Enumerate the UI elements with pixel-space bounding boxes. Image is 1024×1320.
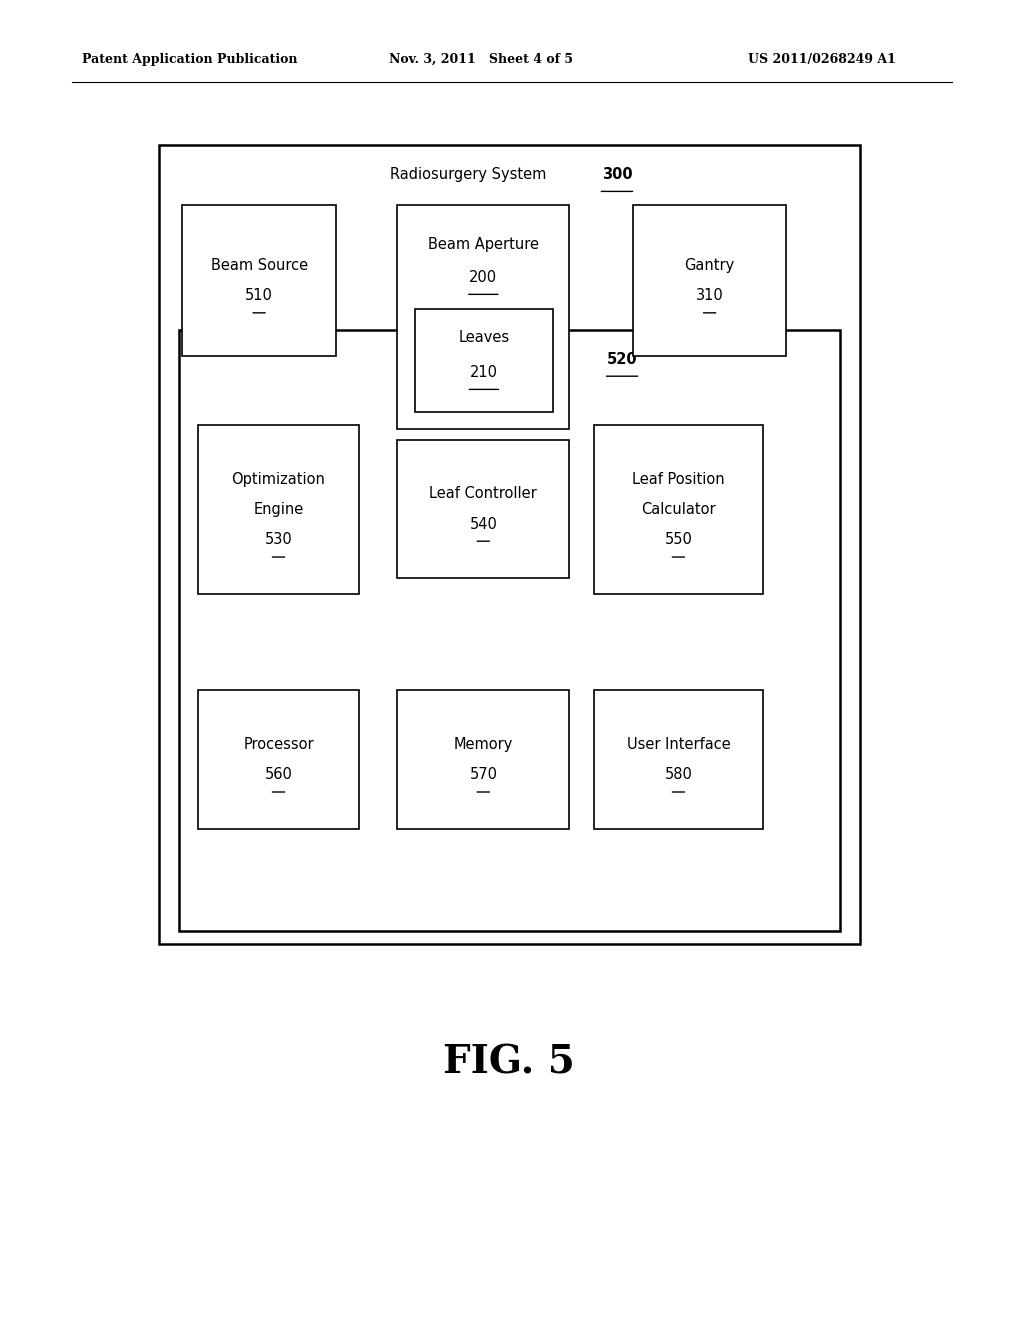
FancyBboxPatch shape: [594, 425, 763, 594]
FancyBboxPatch shape: [179, 330, 840, 931]
Text: 310: 310: [695, 288, 724, 304]
FancyBboxPatch shape: [182, 205, 336, 356]
Text: 550: 550: [665, 532, 692, 548]
FancyBboxPatch shape: [159, 145, 860, 944]
Text: Gantry: Gantry: [684, 257, 735, 273]
Text: Memory: Memory: [454, 737, 513, 752]
Text: 530: 530: [264, 532, 293, 548]
FancyBboxPatch shape: [633, 205, 786, 356]
Text: Beam Aperture: Beam Aperture: [428, 236, 539, 252]
Text: Radiosurgery System: Radiosurgery System: [390, 166, 547, 182]
Text: 580: 580: [665, 767, 692, 783]
Text: 210: 210: [470, 364, 498, 380]
Text: 200: 200: [469, 269, 498, 285]
Text: Computing Device: Computing Device: [401, 351, 536, 367]
Text: Optimization: Optimization: [231, 471, 326, 487]
FancyBboxPatch shape: [397, 205, 569, 429]
Text: Engine: Engine: [253, 502, 304, 517]
Text: FIG. 5: FIG. 5: [443, 1044, 574, 1081]
Text: Beam Source: Beam Source: [211, 257, 307, 273]
Text: 510: 510: [245, 288, 273, 304]
Text: Leaf Controller: Leaf Controller: [429, 486, 538, 502]
Text: US 2011/0268249 A1: US 2011/0268249 A1: [748, 53, 895, 66]
Text: 540: 540: [469, 516, 498, 532]
FancyBboxPatch shape: [198, 690, 359, 829]
Text: 560: 560: [264, 767, 293, 783]
Text: Leaf Position: Leaf Position: [632, 471, 725, 487]
FancyBboxPatch shape: [415, 309, 553, 412]
FancyBboxPatch shape: [594, 690, 763, 829]
Text: Processor: Processor: [244, 737, 313, 752]
FancyBboxPatch shape: [397, 690, 569, 829]
Text: Nov. 3, 2011   Sheet 4 of 5: Nov. 3, 2011 Sheet 4 of 5: [389, 53, 573, 66]
Text: Calculator: Calculator: [641, 502, 716, 517]
Text: 570: 570: [469, 767, 498, 783]
Text: User Interface: User Interface: [627, 737, 730, 752]
Text: 300: 300: [602, 166, 632, 182]
FancyBboxPatch shape: [397, 440, 569, 578]
Text: Patent Application Publication: Patent Application Publication: [82, 53, 297, 66]
Text: Leaves: Leaves: [459, 330, 509, 346]
FancyBboxPatch shape: [198, 425, 359, 594]
Text: 520: 520: [607, 351, 637, 367]
